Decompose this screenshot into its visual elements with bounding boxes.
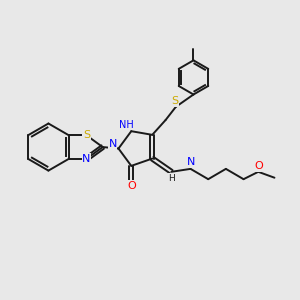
Text: N: N	[82, 154, 91, 164]
Text: NH: NH	[118, 120, 133, 130]
Text: S: S	[171, 96, 178, 106]
Text: O: O	[127, 181, 136, 190]
Text: S: S	[83, 130, 90, 140]
Text: O: O	[255, 161, 263, 171]
Text: N: N	[108, 139, 117, 149]
Text: N: N	[187, 158, 196, 167]
Text: H: H	[169, 174, 176, 183]
